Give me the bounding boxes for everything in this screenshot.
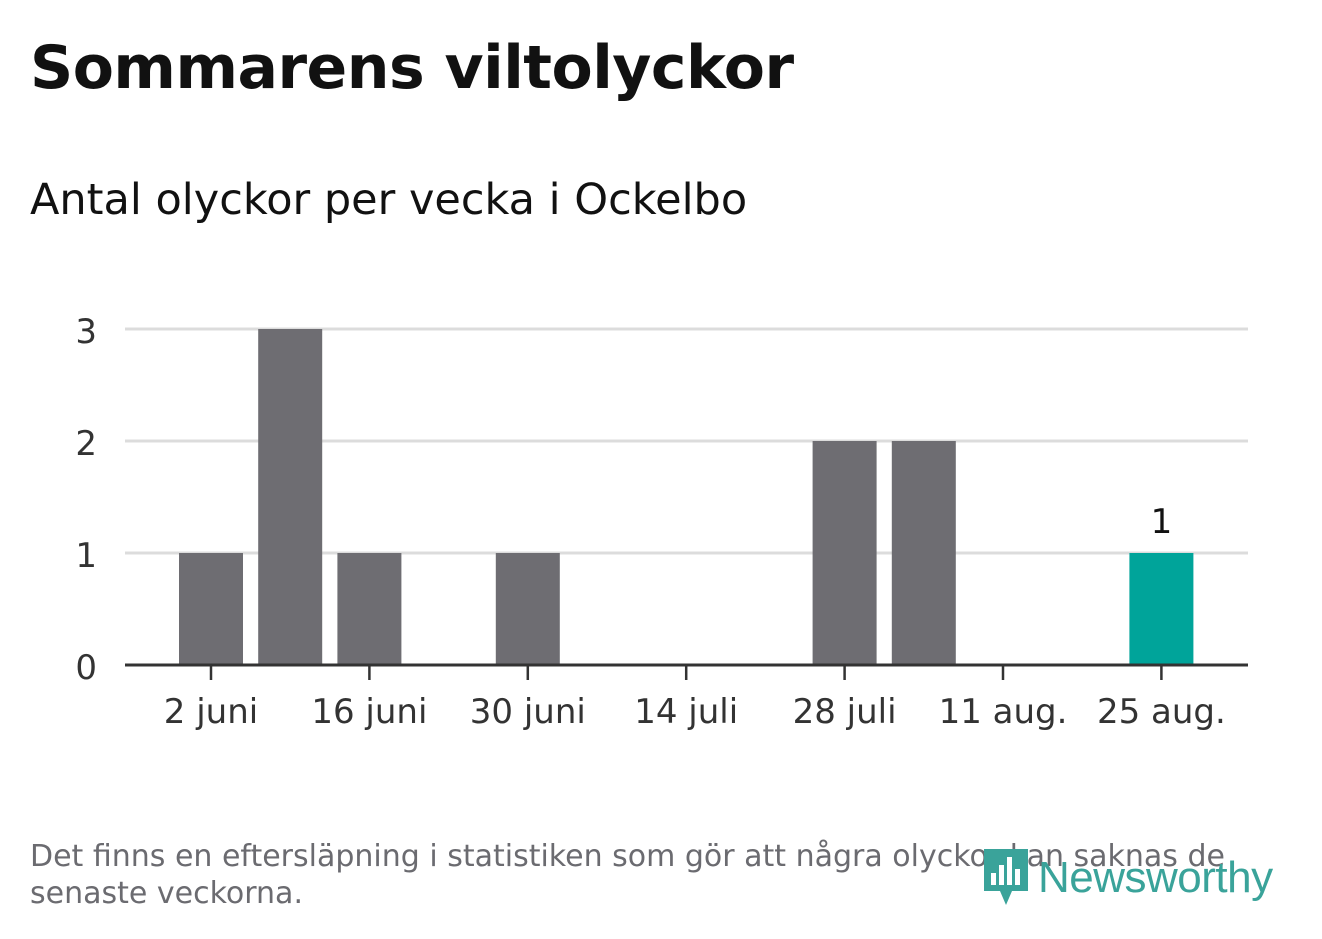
- x-axis-labels: 2 juni 16 juni 30 juni 14 juli 28 juli 11 aug…: [164, 692, 1226, 732]
- bar: [1129, 553, 1194, 665]
- bar: [812, 441, 877, 665]
- logo-text: Newsworthy: [1038, 853, 1273, 902]
- x-axis: [125, 663, 1248, 680]
- x-tick-label: 25 aug.: [1097, 692, 1226, 732]
- bar: [495, 553, 560, 665]
- x-tick-label: 16 juni: [311, 692, 427, 732]
- y-tick-label: 2: [75, 424, 97, 464]
- bar-chart-speech-bubble-icon: [984, 849, 1028, 905]
- data-labels: 1: [1151, 502, 1173, 542]
- bar: [179, 553, 243, 665]
- chart-subtitle: Antal olyckor per vecka i Ockelbo: [30, 175, 748, 225]
- newsworthy-logo: Newsworthy: [982, 846, 1273, 910]
- x-tick-label: 2 juni: [164, 692, 258, 732]
- bars: [179, 329, 1194, 665]
- y-tick-label: 0: [75, 648, 97, 688]
- x-tick-label: 11 aug.: [939, 692, 1068, 732]
- bar-chart: 0 1 2 3 2 juni 16 juni 30 juni 14 juli 28 juli 1…: [75, 312, 1248, 732]
- bar: [337, 553, 402, 665]
- y-tick-label: 3: [75, 312, 97, 352]
- x-tick-label: 30 juni: [470, 692, 586, 732]
- data-label: 1: [1151, 502, 1173, 542]
- y-axis-labels: 0 1 2 3: [75, 312, 97, 688]
- x-tick-label: 14 juli: [634, 692, 738, 732]
- chart-title: Sommarens viltolyckor: [30, 33, 794, 103]
- y-tick-label: 1: [75, 536, 97, 576]
- bar: [258, 329, 323, 665]
- bar: [891, 441, 956, 665]
- x-tick-label: 28 juli: [793, 692, 897, 732]
